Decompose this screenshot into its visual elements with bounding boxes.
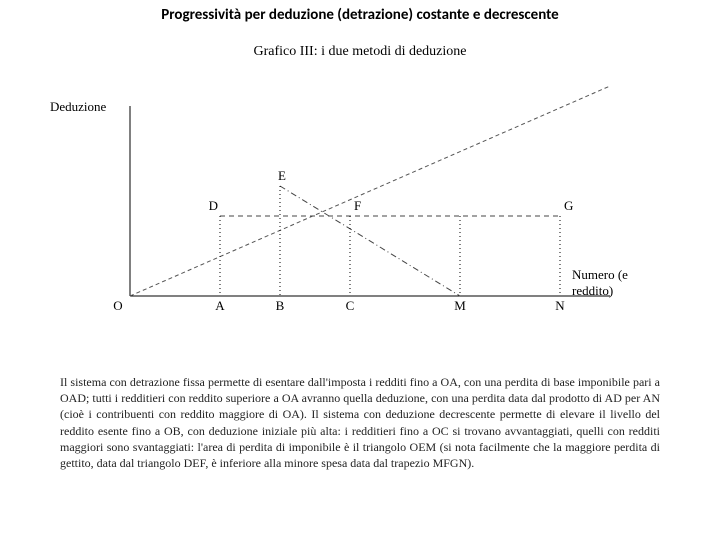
svg-text:C: C — [346, 298, 355, 313]
svg-text:M: M — [454, 298, 466, 313]
chart-container: Grafico III: i due metodi di deduzione D… — [50, 44, 670, 344]
svg-text:A: A — [215, 298, 225, 313]
x-axis-label: Numero (e reddito) — [572, 267, 670, 299]
svg-text:N: N — [555, 298, 565, 313]
page-title: Progressività per deduzione (detrazione)… — [0, 0, 720, 24]
svg-text:D: D — [209, 198, 218, 213]
svg-text:E: E — [278, 168, 286, 183]
y-axis-label: Deduzione — [50, 99, 106, 115]
svg-text:G: G — [564, 198, 573, 213]
svg-text:B: B — [276, 298, 285, 313]
svg-text:O: O — [113, 298, 122, 313]
svg-text:F: F — [354, 198, 361, 213]
chart-title: Grafico III: i due metodi di deduzione — [50, 44, 670, 60]
explanatory-paragraph: Il sistema con detrazione fissa permette… — [60, 374, 660, 471]
